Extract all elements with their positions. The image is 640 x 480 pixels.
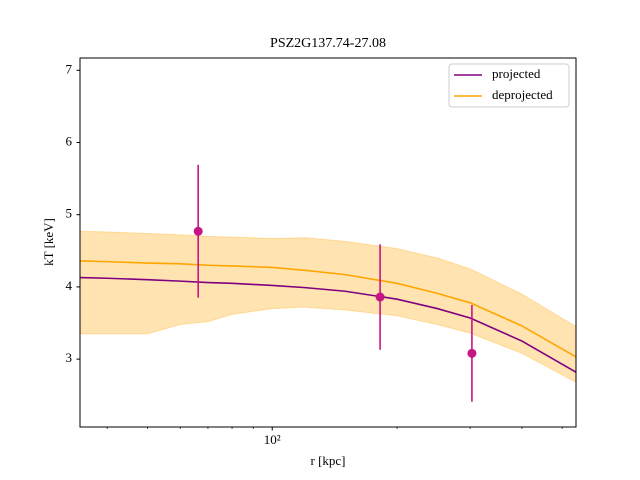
x-tick-label: 10²	[264, 432, 281, 447]
legend-label: projected	[492, 66, 541, 81]
y-tick-label: 6	[66, 133, 73, 148]
y-tick-label: 3	[66, 350, 73, 365]
y-axis-label: kT [keV]	[41, 218, 56, 266]
legend-label: deprojected	[492, 87, 553, 102]
line	[80, 276, 576, 373]
plot-area	[80, 164, 576, 402]
data-point	[375, 292, 385, 302]
y-tick-label: 4	[66, 278, 73, 293]
line	[80, 260, 576, 358]
x-axis-label: r [kpc]	[310, 453, 345, 468]
confidence-band	[80, 230, 576, 383]
axes-frame	[79, 57, 577, 428]
y-tick-label: 7	[66, 61, 73, 76]
data-point	[193, 226, 203, 236]
chart-title: PSZ2G137.74-27.08	[270, 36, 386, 51]
data-point	[467, 348, 477, 358]
y-tick-label: 5	[66, 206, 73, 221]
